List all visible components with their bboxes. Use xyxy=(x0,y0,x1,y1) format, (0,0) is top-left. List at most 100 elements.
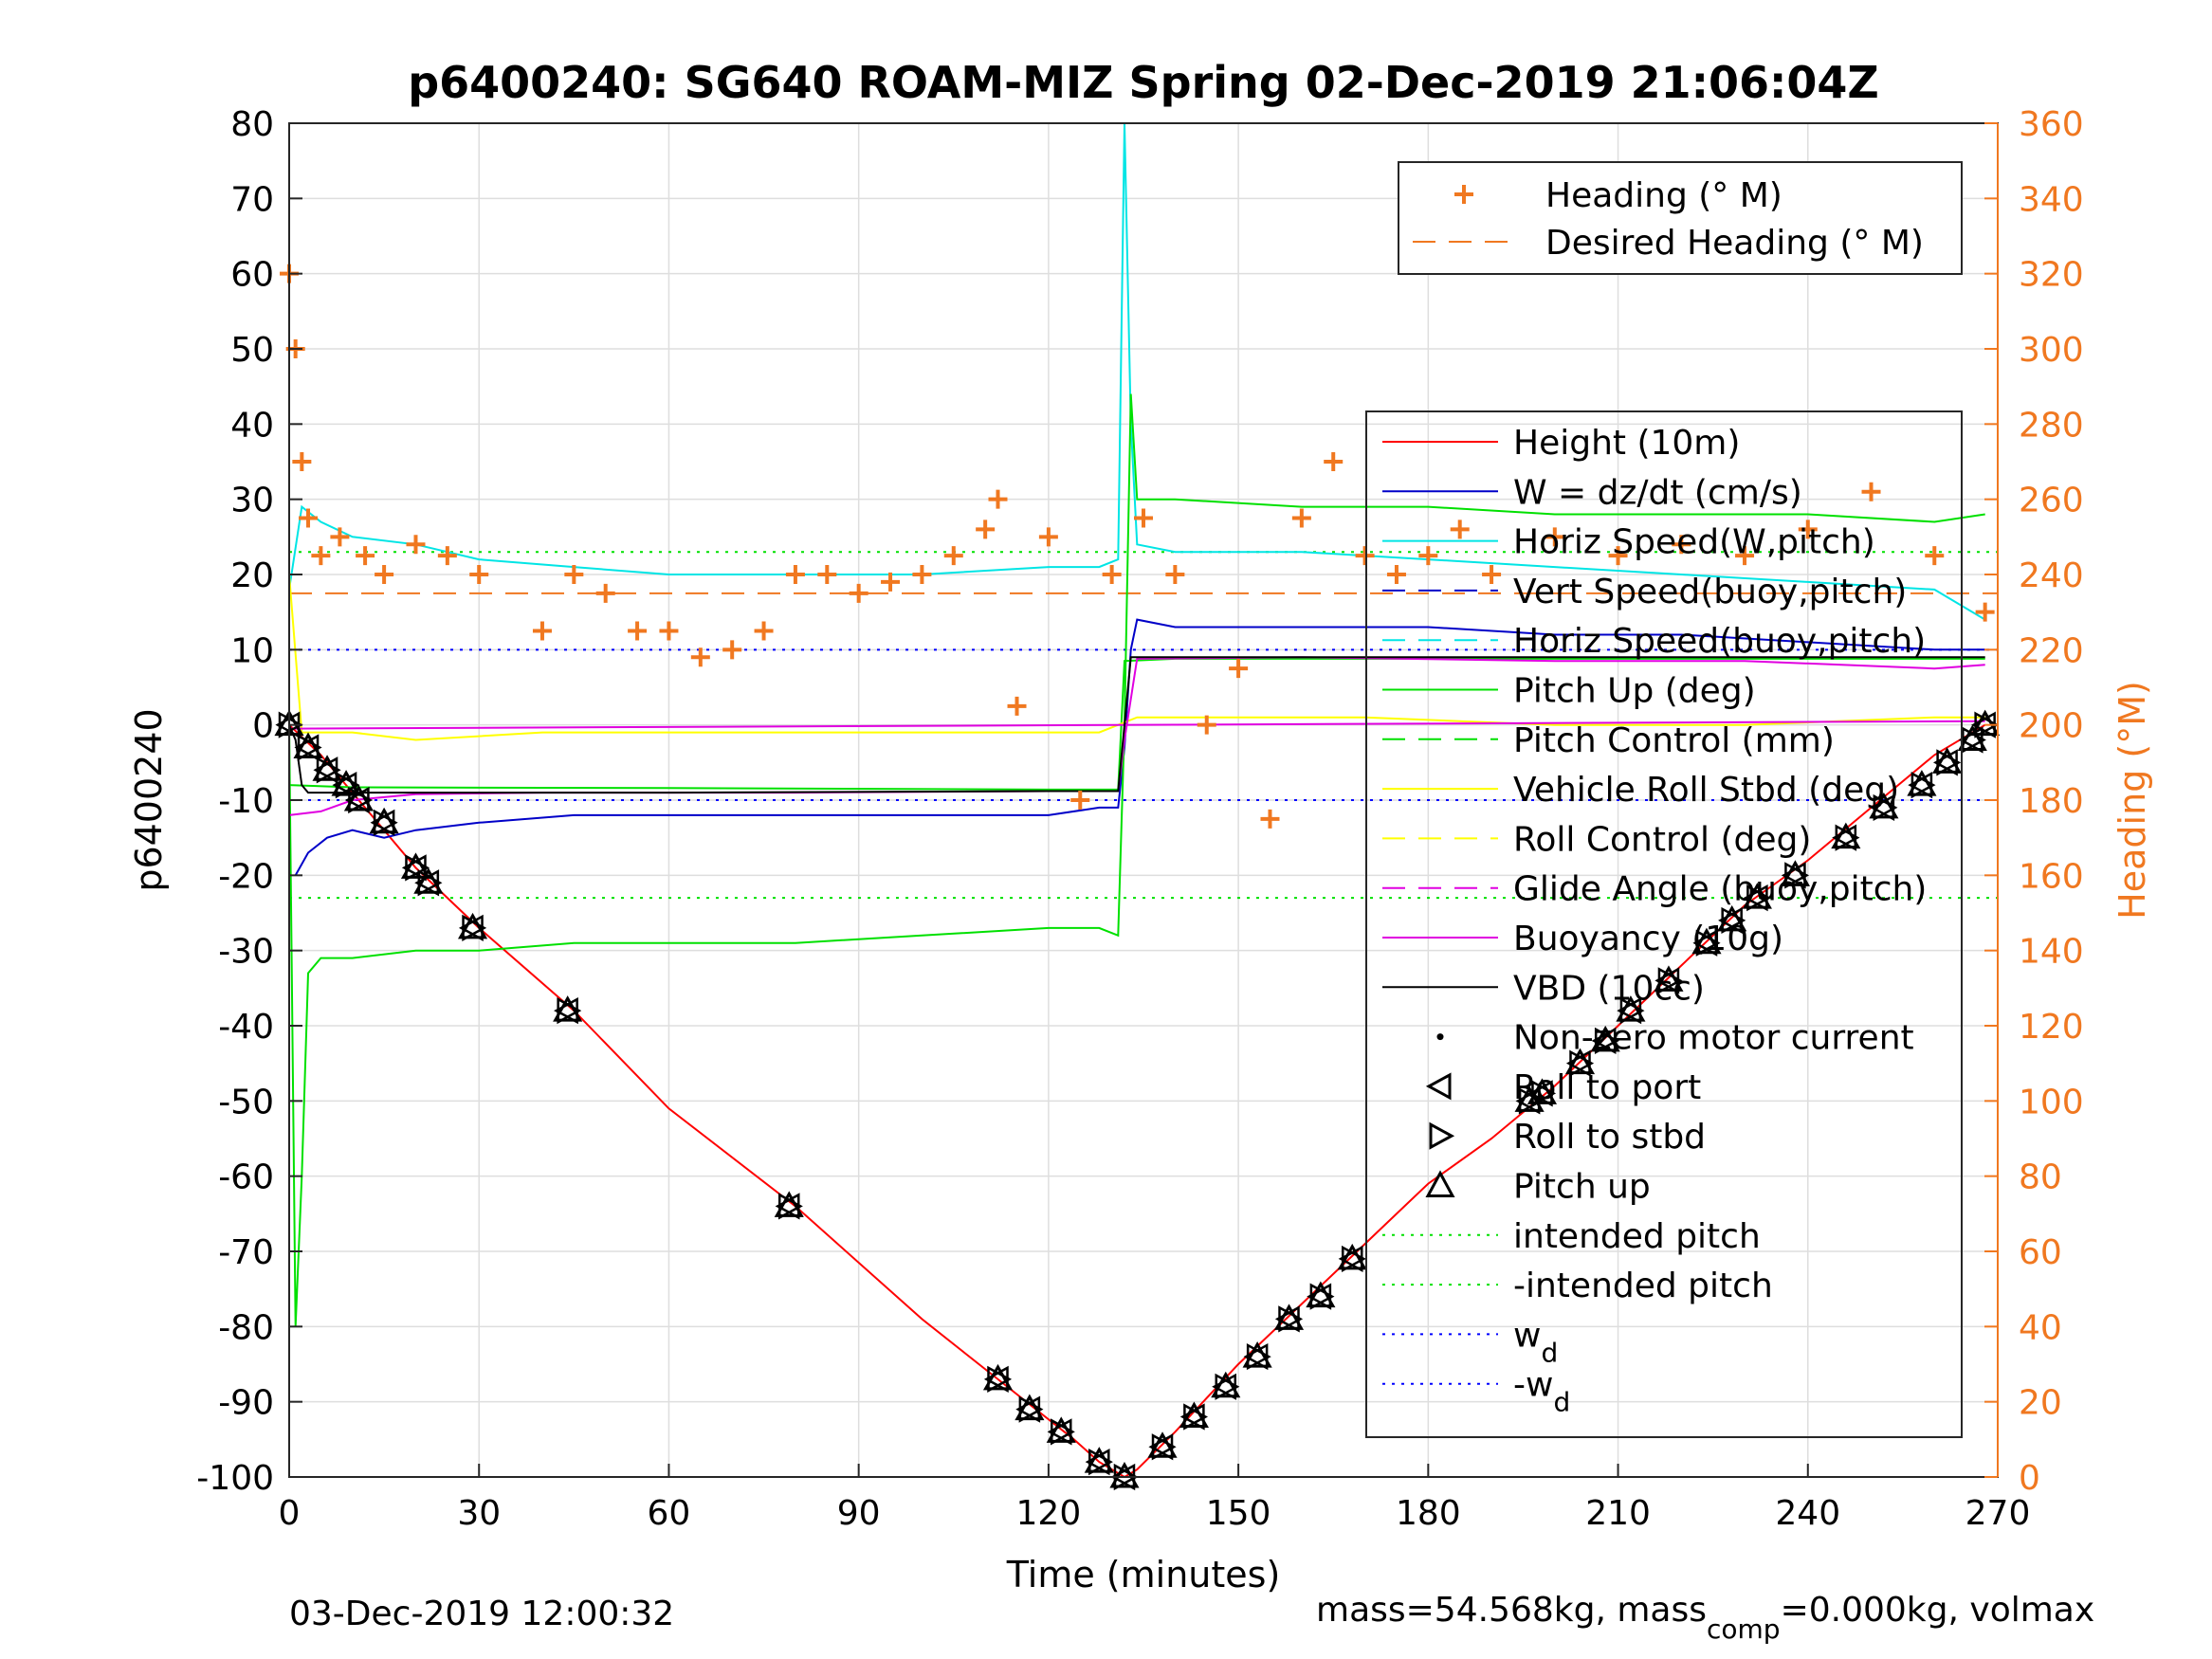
heading-point xyxy=(785,565,805,584)
heading-point xyxy=(437,546,457,566)
roll-port-marker xyxy=(313,757,338,784)
heading-point xyxy=(881,572,901,592)
heading-point xyxy=(1197,715,1216,735)
y-axis-label: p6400240 xyxy=(128,708,170,891)
heading-point xyxy=(1070,791,1090,810)
pitch-up-marker xyxy=(1564,1048,1596,1075)
y-tick-right-label: 80 xyxy=(2019,1158,2062,1197)
pitch-up-marker xyxy=(553,995,583,1022)
x-axis-label: Time (minutes) xyxy=(1006,1554,1281,1595)
y-tick-label: 10 xyxy=(230,631,274,670)
x-tick-label: 60 xyxy=(648,1494,691,1533)
heading-point xyxy=(659,621,679,641)
legend-main-label: Roll to port xyxy=(1513,1068,1701,1107)
roll-port-marker xyxy=(332,772,357,799)
heading-point xyxy=(976,520,996,539)
roll-port-marker xyxy=(401,854,427,882)
roll-port-marker xyxy=(458,914,484,941)
y-tick-label: 60 xyxy=(230,256,274,295)
y-tick-right-label: 220 xyxy=(2019,631,2084,670)
heading-point xyxy=(564,565,584,584)
y-tick-label: -30 xyxy=(218,933,274,972)
heading-point xyxy=(356,546,375,566)
heading-point xyxy=(1165,565,1185,584)
legend-main-label: Glide Angle (buoy,pitch) xyxy=(1513,870,1927,909)
y-tick-label: -20 xyxy=(218,857,274,896)
roll-port-marker xyxy=(1617,997,1642,1025)
y-tick-right-label: 280 xyxy=(2019,406,2084,445)
pitch-up-marker xyxy=(1932,747,1963,774)
pitch-up-marker xyxy=(457,912,488,939)
heading-point xyxy=(988,489,1008,509)
legend-top-label: Desired Heading (° M) xyxy=(1545,224,1924,263)
legend-main-label: W = dz/dt (cm/s) xyxy=(1513,473,1802,512)
y-tick-right-label: 60 xyxy=(2019,1233,2062,1272)
legend-main-label: -wd xyxy=(1513,1366,1570,1418)
roll-port-marker xyxy=(1085,1449,1110,1476)
heading-point xyxy=(1672,535,1691,555)
pitch-up-marker xyxy=(1691,927,1722,955)
heading-point xyxy=(1038,527,1058,547)
roll-port-marker xyxy=(1781,862,1806,889)
roll-port-marker xyxy=(1591,1027,1617,1054)
pitch-up-marker xyxy=(1514,1085,1545,1112)
pitch-up-marker xyxy=(1306,1281,1336,1308)
y-tick-right-label: 140 xyxy=(2019,933,2084,972)
heading-point xyxy=(330,527,350,547)
heading-point xyxy=(1545,527,1564,547)
pitch-up-marker xyxy=(1211,1371,1241,1398)
heading-point xyxy=(595,583,615,603)
y-tick-label: 40 xyxy=(230,406,274,445)
y-tick-right-label: 100 xyxy=(2019,1083,2084,1121)
pitch-up-marker xyxy=(1742,883,1772,909)
y-tick-right-label: 200 xyxy=(2019,707,2084,746)
y-tick-right-label: 0 xyxy=(2019,1459,2040,1498)
heading-point xyxy=(406,535,426,555)
pitch-up-marker xyxy=(1526,1078,1558,1104)
heading-point xyxy=(1925,546,1945,566)
series-layer xyxy=(280,122,1995,1479)
heading-point xyxy=(299,508,319,528)
pitch-up-marker xyxy=(982,1363,1014,1391)
x-tick-label: 210 xyxy=(1585,1494,1651,1533)
x-tick-label: 30 xyxy=(457,1494,501,1533)
heading-point xyxy=(690,647,710,667)
plot-area xyxy=(274,122,2001,1491)
pitch-up-marker xyxy=(369,807,399,834)
heading-point xyxy=(817,565,837,584)
pitch-up-marker xyxy=(1084,1447,1114,1473)
pitch-up-marker xyxy=(1242,1341,1272,1368)
legend-top-label: Heading (° M) xyxy=(1545,176,1782,215)
y-axis-left: 80 70 60 50 40 30 20 10 0 -10 -20 -30 -40 -50 -60 -70 -8… xyxy=(196,105,302,1498)
roll-port-marker xyxy=(344,786,370,814)
heading-point xyxy=(1608,546,1628,566)
pitch-up-marker xyxy=(1179,1401,1209,1429)
roll-port-marker xyxy=(370,809,395,836)
y-tick-label: -90 xyxy=(218,1384,274,1423)
roll-port-marker xyxy=(1870,793,1895,822)
heading-point xyxy=(1355,546,1375,566)
legend-main-label: Height (10m) xyxy=(1513,424,1740,463)
legend-main-label: Horiz Speed(buoy,pitch) xyxy=(1513,622,1926,661)
y-tick-label: 80 xyxy=(230,105,274,144)
pitch-up-marker xyxy=(1590,1025,1620,1052)
heading-point xyxy=(1798,520,1818,539)
x-axis: 0 30 60 90 120 150 180 210 240 270 xyxy=(279,1464,2030,1533)
heading-point xyxy=(1324,452,1344,471)
heading-point xyxy=(912,565,932,584)
heading-point xyxy=(849,583,868,603)
pitch-up-marker xyxy=(1337,1243,1367,1270)
roll-port-marker xyxy=(1908,772,1933,799)
heading-point xyxy=(1229,659,1249,679)
heading-point xyxy=(1482,565,1502,584)
y-tick-label: -100 xyxy=(196,1459,274,1498)
roll-port-marker xyxy=(1527,1080,1553,1107)
roll-port-marker xyxy=(1692,929,1718,957)
y-tick-label: 70 xyxy=(230,180,274,219)
roll-port-marker xyxy=(1274,1305,1300,1333)
pitch-up-marker xyxy=(1970,709,2001,737)
legend-main-label: Buoyancy (10g) xyxy=(1513,920,1783,958)
pitch-up-marker xyxy=(1831,822,1861,849)
pitch-up-marker xyxy=(312,755,342,781)
heading-point xyxy=(375,565,394,584)
